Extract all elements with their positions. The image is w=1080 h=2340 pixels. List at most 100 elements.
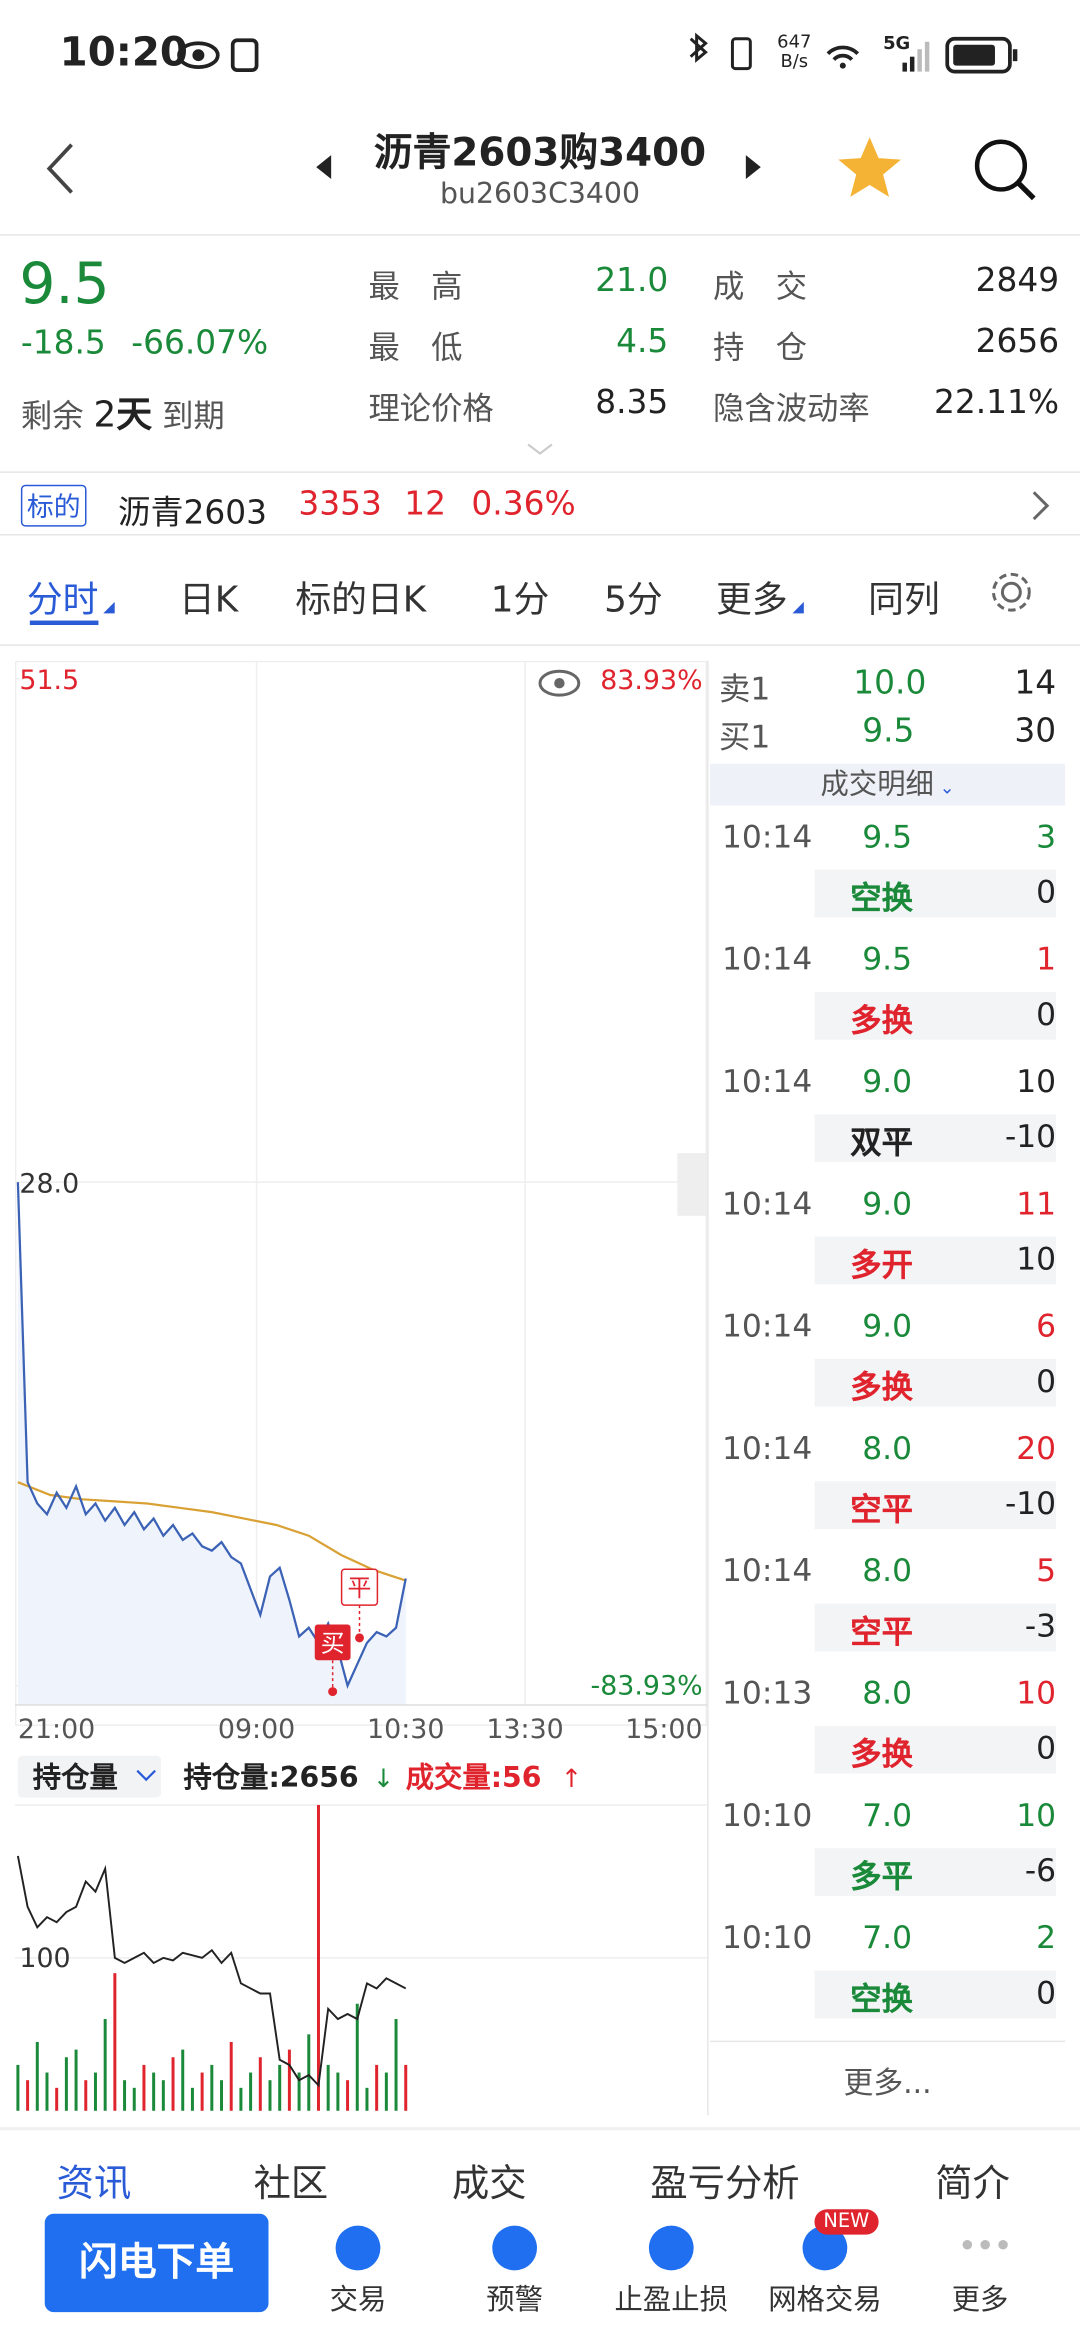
trade-type-bg: [814, 1725, 1057, 1774]
underlying-change-pct: 0.36%: [471, 486, 576, 524]
trade-vol: 20: [1016, 1430, 1057, 1467]
volume-bar: [113, 1973, 117, 2111]
trade-time: 10:14: [721, 818, 813, 855]
y-tick-label: 28.0: [19, 1169, 79, 1200]
bottom-item[interactable]: 更多: [951, 2283, 1009, 2317]
tab-underline: [29, 620, 99, 626]
ask-vol: 14: [1014, 665, 1057, 703]
period-tab[interactable]: 5分: [604, 578, 663, 621]
trade-oi: -10: [1004, 1118, 1057, 1155]
trade-oi: 0: [1036, 874, 1057, 910]
trade-vol: 1: [1036, 941, 1057, 978]
settings-button[interactable]: [988, 568, 1036, 616]
marker-label: 买: [321, 1629, 345, 1657]
trade-vol: 2: [1036, 1919, 1057, 1956]
divider: [707, 660, 709, 2116]
x-tick-label: 21:00: [18, 1714, 95, 1745]
sub-selector-bg[interactable]: [17, 1755, 162, 1798]
trade-time: 10:10: [721, 1919, 813, 1956]
trade-oi: -10: [1004, 1485, 1057, 1522]
status-icons: [177, 38, 259, 72]
volume-bar: [384, 2072, 388, 2111]
volume-bar: [74, 2049, 78, 2111]
bottom-tab[interactable]: 成交: [451, 2161, 527, 2205]
bottom-tab[interactable]: 社区: [253, 2161, 329, 2205]
favorite-button[interactable]: [835, 134, 904, 203]
volume-bar: [394, 2019, 398, 2111]
trade-price: 8.0: [862, 1552, 913, 1589]
period-tab[interactable]: 日K: [179, 578, 239, 621]
trade-oi: -3: [1024, 1608, 1057, 1644]
trade-type-bg: [814, 1848, 1057, 1896]
y-tick-label: 51.5: [19, 665, 79, 696]
bottom-item[interactable]: 预警: [486, 2283, 543, 2317]
trade-price: 7.0: [862, 1797, 913, 1834]
stat-value: 4.5: [616, 323, 669, 361]
expand-arrow[interactable]: [525, 442, 555, 457]
new-badge: NEW: [814, 2209, 879, 2235]
volume-bar: [35, 2041, 39, 2111]
bottom-icon[interactable]: [648, 2225, 694, 2271]
bottom-icon[interactable]: [492, 2225, 538, 2271]
period-tab[interactable]: 分时 ◢: [26, 578, 115, 621]
x-tick-label: 09:00: [218, 1714, 295, 1745]
trade-time: 10:13: [721, 1675, 813, 1711]
bid-price: 9.5: [862, 713, 915, 751]
stat-value: 2656: [975, 323, 1060, 361]
period-tab[interactable]: 更多 ◢: [716, 578, 804, 621]
bottom-item[interactable]: 止盈止损: [614, 2283, 728, 2317]
dropdown-mark: ◢: [787, 599, 804, 617]
divider: [0, 471, 1080, 473]
divider: [0, 234, 1080, 236]
trade-type: 空换: [850, 880, 913, 916]
oi-label: 持仓量:2656: [183, 1761, 358, 1794]
bottom-tab[interactable]: 简介: [935, 2161, 1010, 2205]
dropdown-mark: ◢: [98, 599, 115, 617]
marker-dot: [355, 1633, 364, 1643]
stat-value: 2849: [975, 262, 1060, 300]
volume-bar: [326, 2064, 330, 2111]
back-button[interactable]: [42, 140, 87, 197]
more-trades[interactable]: 更多...: [843, 2064, 932, 2101]
trade-time: 10:14: [721, 1430, 813, 1467]
trade-type-bg: [814, 1358, 1057, 1407]
volume-bar: [26, 2080, 30, 2111]
stat-label: 最 高: [368, 268, 463, 305]
intraday-chart: 51.528.04.583.93%-83.93%21:0009:0010:301…: [14, 660, 708, 2111]
trade-type-bg: [814, 1114, 1057, 1163]
eye-icon: [538, 669, 581, 697]
visibility-toggle[interactable]: [538, 669, 581, 697]
search-button[interactable]: [971, 136, 1040, 205]
divider: [0, 2127, 1080, 2131]
volume-bar: [249, 2072, 253, 2111]
trade-type-bg: [814, 991, 1057, 1040]
detail-header[interactable]: 成交明细 ⌄: [710, 763, 1066, 806]
bottom-tab[interactable]: 盈亏分析: [650, 2161, 800, 2205]
bottom-item[interactable]: 网格交易: [768, 2283, 882, 2317]
volume-bar: [132, 2087, 136, 2111]
order-button[interactable]: 闪电下单: [44, 2213, 269, 2313]
net-speed: 647 B/s: [777, 32, 811, 72]
last-price: 9.5: [19, 250, 110, 317]
trade-oi: 0: [1036, 1730, 1057, 1767]
oi-line: [16, 1855, 407, 2088]
volume-bar: [93, 2072, 97, 2111]
underlying-arrow[interactable]: [1029, 489, 1053, 522]
expand-handle[interactable]: [677, 1153, 708, 1216]
period-tab[interactable]: 同列: [868, 578, 940, 621]
period-tab[interactable]: 标的日K: [295, 578, 427, 621]
underlying-name[interactable]: 沥青2603: [117, 495, 268, 533]
ask-label: 卖1: [719, 671, 771, 708]
remain-label: 剩余: [20, 398, 84, 435]
bottom-icon[interactable]: •••: [958, 2226, 1013, 2271]
trade-oi: 0: [1036, 1363, 1057, 1400]
volume-bar: [355, 2003, 359, 2111]
period-tab[interactable]: 1分: [490, 578, 550, 621]
bottom-tab[interactable]: 资讯: [56, 2161, 132, 2205]
remain-days: 2: [93, 393, 117, 436]
days-unit: 天: [116, 393, 153, 436]
trade-price: 9.5: [862, 941, 913, 978]
bottom-item[interactable]: 交易: [329, 2283, 387, 2317]
bottom-icon[interactable]: [335, 2225, 381, 2271]
switch-arrows[interactable]: [310, 152, 787, 182]
